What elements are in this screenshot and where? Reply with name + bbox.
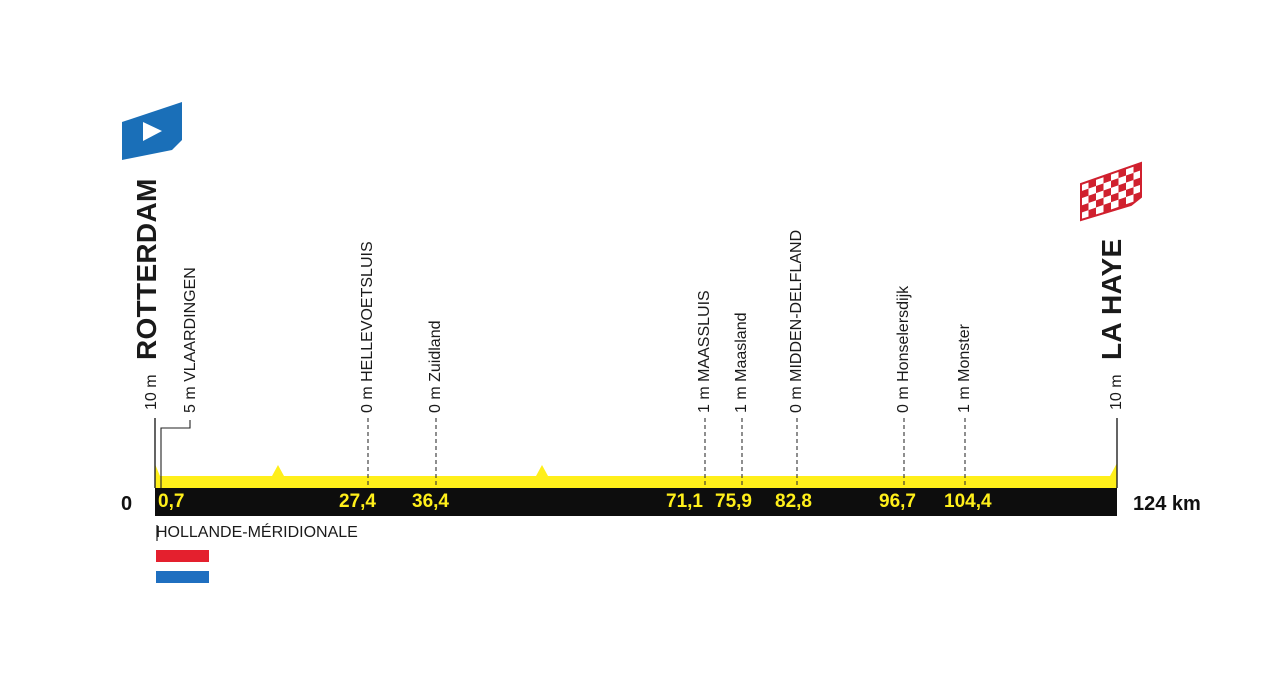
finish-label: 10 m LA HAYE [1096, 239, 1127, 410]
netherlands-flag-icon [156, 550, 209, 583]
finish-check-square [1103, 180, 1111, 191]
finish-check-square [1096, 204, 1104, 215]
finish-check-square [1111, 199, 1119, 210]
waypoint-label-midden-delfland: 0 m MIDDEN-DELFLAND [788, 229, 805, 413]
finish-check-square [1118, 189, 1126, 200]
km-label-monster: 104,4 [944, 491, 992, 512]
finish-check-square [1088, 200, 1096, 211]
finish-flag-icon [1080, 161, 1142, 222]
finish-check-square [1103, 195, 1111, 205]
waypoint-label-hellevoetsluis: 0 m HELLEVOETSLUIS [359, 241, 376, 413]
finish-check-square [1133, 184, 1141, 195]
km-label-midden-delfland: 82,8 [775, 491, 812, 512]
finish-check-square [1081, 195, 1089, 206]
region-label: HOLLANDE-MÉRIDIONALE [156, 524, 358, 541]
waypoint-label-monster: 1 m Monster [956, 324, 973, 413]
finish-check-square [1126, 194, 1134, 205]
km-label-zuidland: 36,4 [412, 491, 449, 512]
waypoint-label-vlaardingen: 5 m VLAARDINGEN [182, 267, 199, 413]
waypoint-label-maassluis: 1 m MAASSLUIS [696, 290, 713, 413]
finish-altitude: 10 m [1108, 374, 1125, 410]
start-altitude: 10 m [143, 374, 160, 410]
finish-check-square [1096, 190, 1104, 201]
km-bar [155, 488, 1117, 516]
finish-check-square [1118, 175, 1126, 186]
waypoint-label-zuidland: 0 m Zuidland [427, 320, 444, 414]
finish-town: LA HAYE [1096, 238, 1127, 360]
km-label-maassluis: 71,1 [666, 491, 703, 512]
km-label-vlaardingen: 0,7 [158, 491, 185, 512]
km-label-maasland: 75,9 [715, 491, 752, 512]
finish-check-square [1111, 185, 1119, 196]
km-label-honselersdijk: 96,7 [879, 491, 916, 512]
finish-check-square [1133, 170, 1141, 181]
km-label-hellevoetsluis: 27,4 [339, 491, 376, 512]
finish-check-square [1126, 180, 1134, 190]
start-km: 0 [121, 493, 133, 515]
start-label: 10 m ROTTERDAM [131, 178, 162, 410]
profile-terrain [155, 463, 1117, 488]
finish-check-square [1088, 185, 1096, 196]
waypoint-label-maasland: 1 m Maasland [733, 312, 750, 414]
finish-km: 124 km [1133, 493, 1201, 515]
waypoint-label-honselersdijk: 0 m Honselersdijk [895, 285, 912, 413]
start-town: ROTTERDAM [131, 178, 162, 360]
vlaardingen-bracket [160, 420, 191, 488]
start-flag-icon [122, 102, 182, 160]
